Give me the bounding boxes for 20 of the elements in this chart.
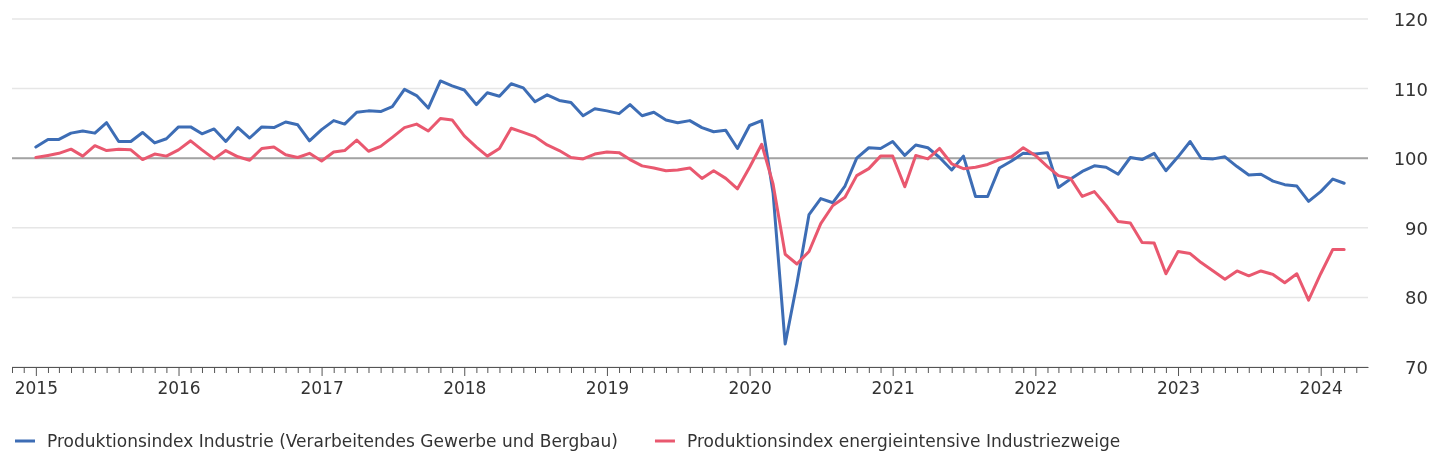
x-tick-label: 2022 xyxy=(1014,378,1058,399)
x-tick-label: 2020 xyxy=(728,378,772,399)
x-tick-label: 2018 xyxy=(443,378,487,399)
legend-label: Produktionsindex energieintensive Industriezweige xyxy=(686,431,1121,451)
y-tick-label: 100 xyxy=(1393,147,1428,169)
y-tick-label: 80 xyxy=(1405,286,1428,308)
x-tick-label: 2017 xyxy=(300,378,344,399)
y-tick-label: 110 xyxy=(1393,78,1428,100)
x-tick-label: 2015 xyxy=(14,378,58,399)
x-tick-label: 2021 xyxy=(871,378,915,399)
y-tick-label: 90 xyxy=(1405,217,1428,239)
x-tick-label: 2019 xyxy=(585,378,630,399)
legend-label: Produktionsindex Industrie (Verarbeitendes Gewerbe und Bergbau) xyxy=(47,431,618,451)
x-tick-label: 2024 xyxy=(1299,378,1343,399)
line-series xyxy=(34,79,1346,346)
line-series xyxy=(34,117,1346,302)
x-tick-label: 2023 xyxy=(1156,378,1201,399)
x-tick-label: 2016 xyxy=(157,378,201,399)
y-tick-label: 120 xyxy=(1393,8,1428,30)
y-tick-label: 70 xyxy=(1405,356,1428,378)
